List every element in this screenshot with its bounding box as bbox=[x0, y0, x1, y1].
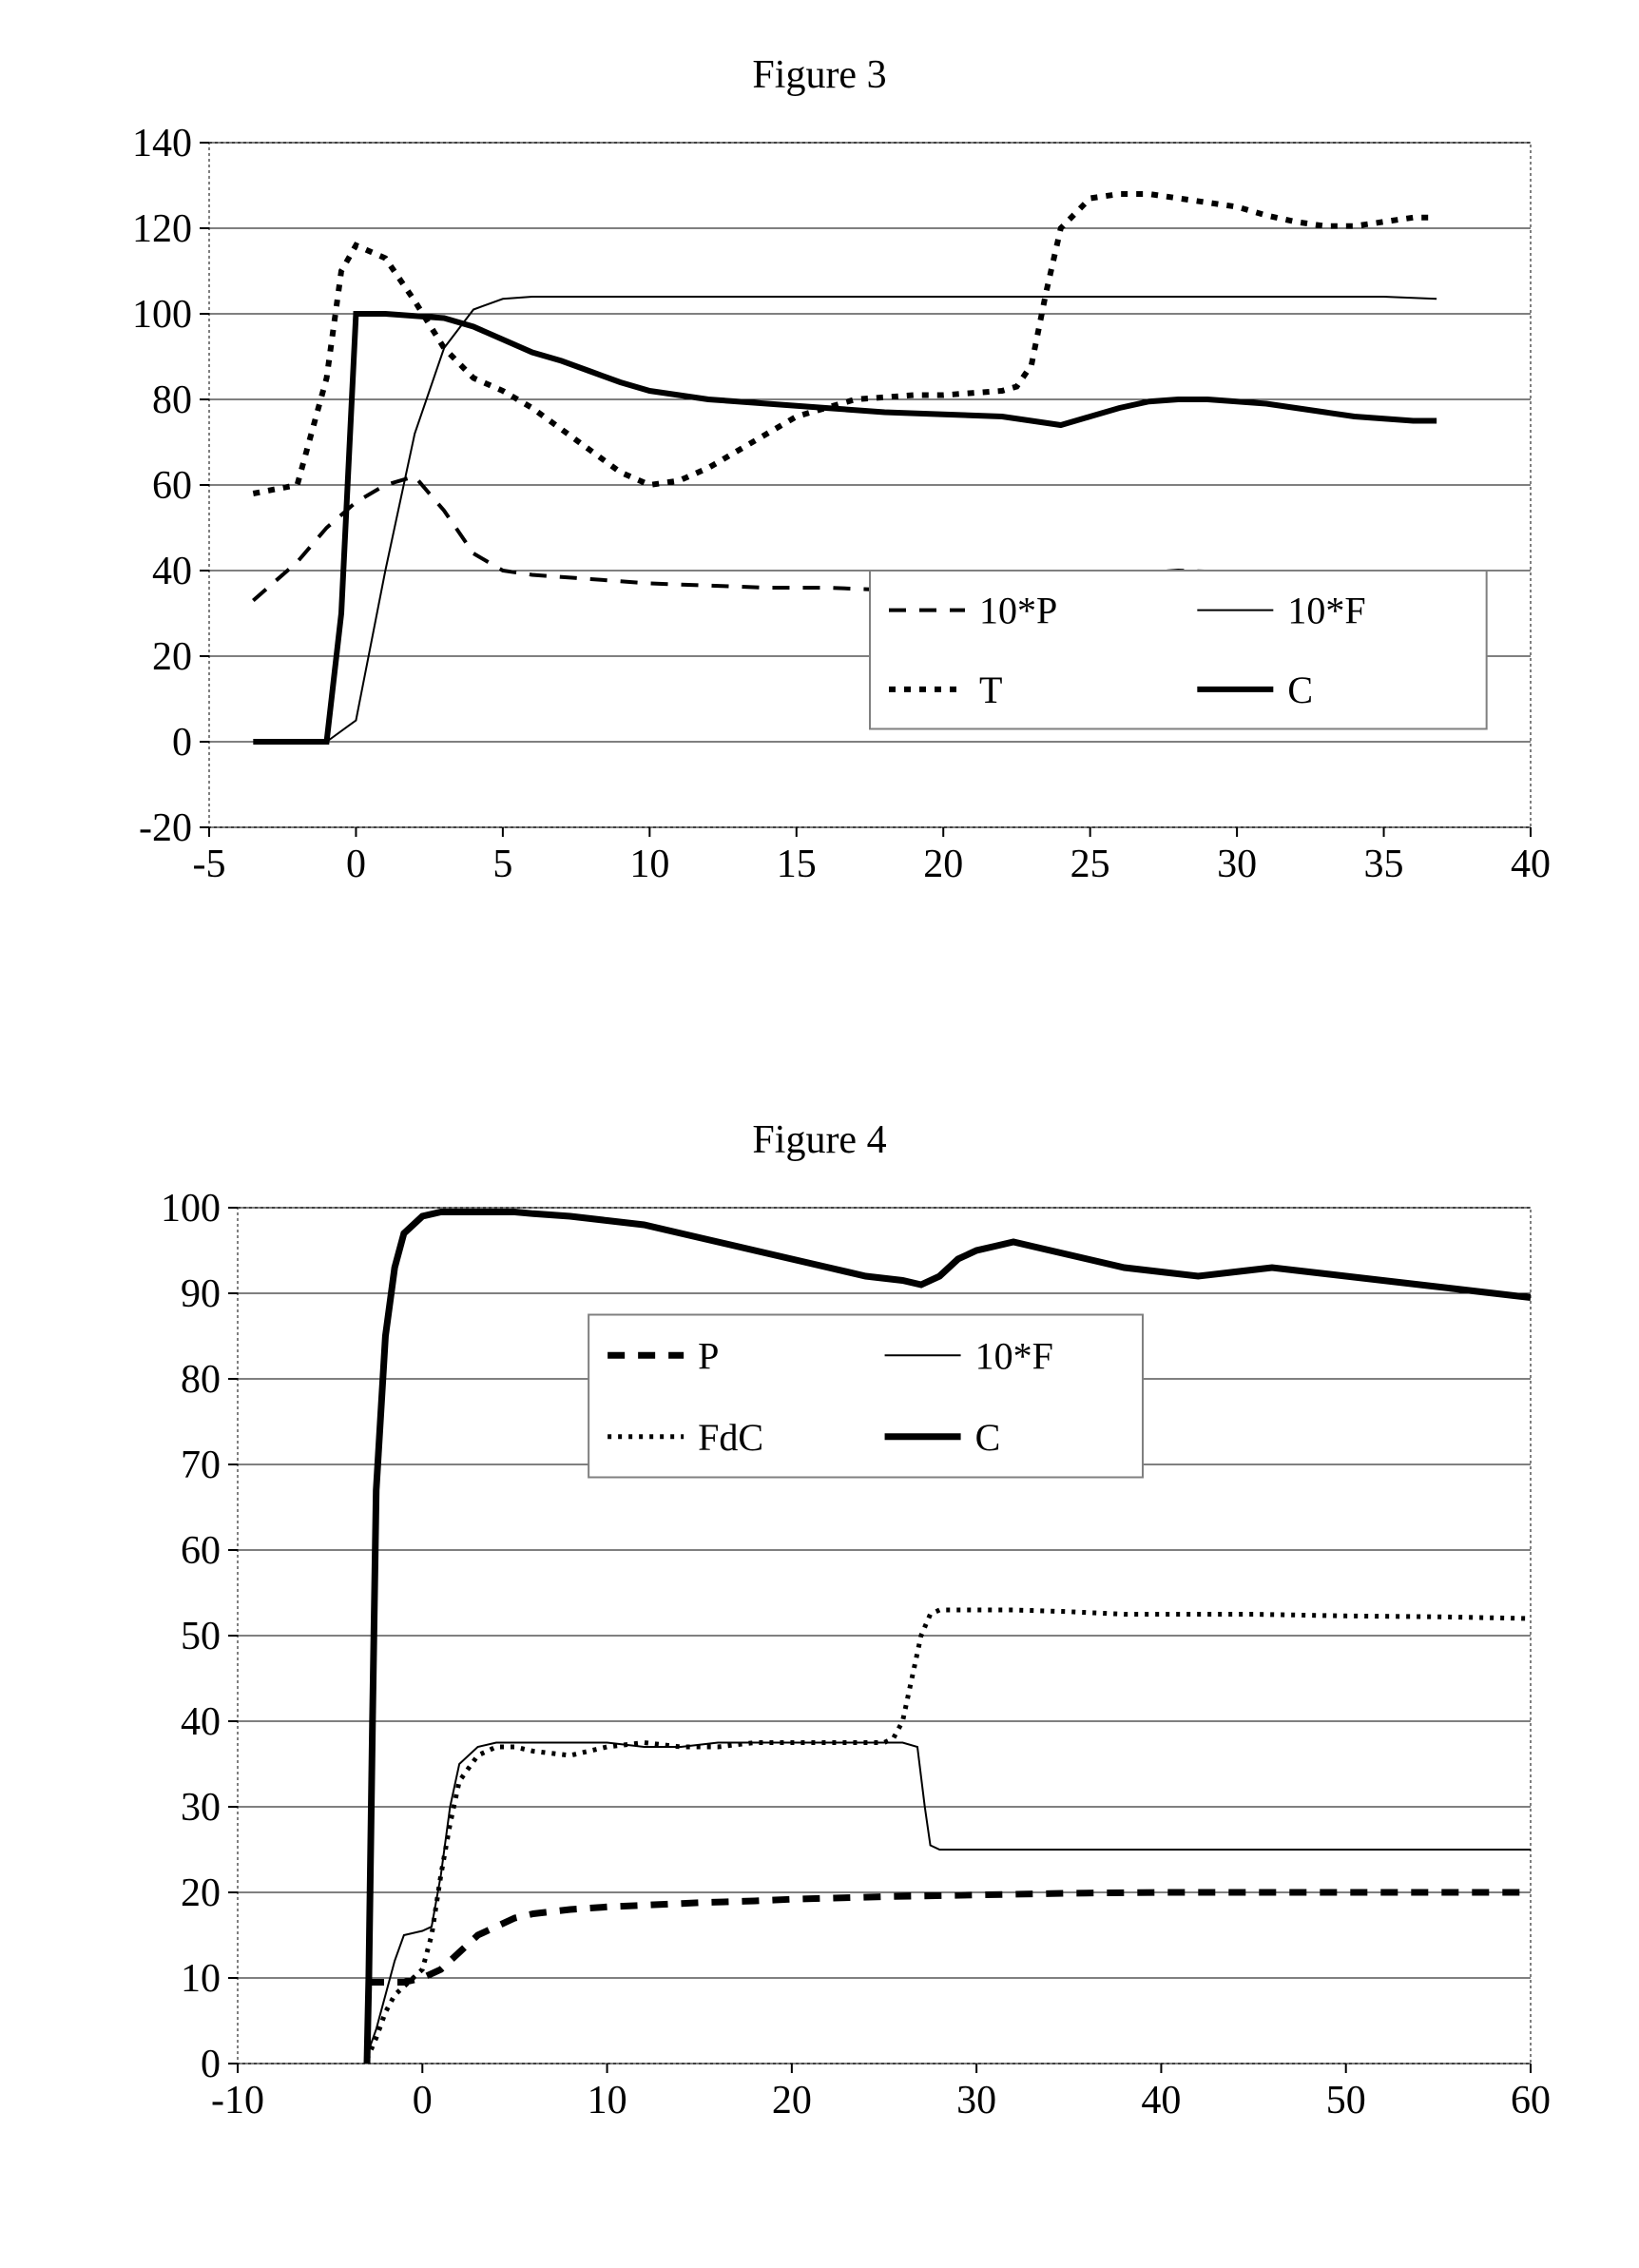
figure4-ytick-label: 80 bbox=[181, 1358, 221, 1402]
figure4-legend-label: FdC bbox=[698, 1416, 763, 1459]
figure4-ytick-label: 30 bbox=[181, 1786, 221, 1830]
figure4-xtick-label: 0 bbox=[413, 2079, 433, 2123]
figure4-ytick-label: 20 bbox=[181, 1871, 221, 1915]
figure4-xtick-label: 20 bbox=[772, 2079, 812, 2123]
figure4-xtick-label: 60 bbox=[1511, 2079, 1551, 2123]
figure4-xtick-label: 40 bbox=[1141, 2079, 1181, 2123]
figure4-legend-label: C bbox=[975, 1416, 1001, 1459]
figure4-ytick-label: 10 bbox=[181, 1957, 221, 2001]
figure4-xtick-label: 30 bbox=[956, 2079, 996, 2123]
figure4-ytick-label: 50 bbox=[181, 1615, 221, 1658]
figure4-ytick-label: 90 bbox=[181, 1272, 221, 1316]
figure4-ytick-label: 70 bbox=[181, 1444, 221, 1487]
figure4-xtick-label: 50 bbox=[1326, 2079, 1366, 2123]
figure4-xtick-label: 10 bbox=[588, 2079, 627, 2123]
figure4-legend-label: P bbox=[698, 1334, 719, 1377]
figure4-ytick-label: 60 bbox=[181, 1529, 221, 1573]
figure4-legend-label: 10*F bbox=[975, 1334, 1053, 1377]
figure4-ytick-label: 100 bbox=[161, 1187, 221, 1231]
figure4-ytick-label: 40 bbox=[181, 1700, 221, 1744]
figure4-xtick-label: -10 bbox=[211, 2079, 264, 2123]
figure4-legend bbox=[588, 1315, 1143, 1478]
